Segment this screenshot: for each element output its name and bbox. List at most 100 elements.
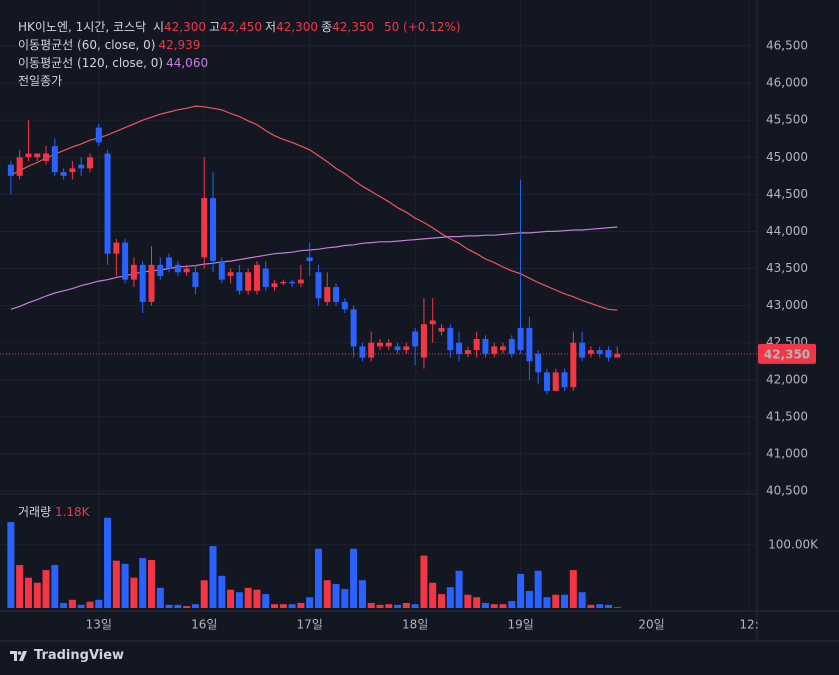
volume-bar xyxy=(613,607,621,608)
volume-title: 거래량 xyxy=(18,505,52,519)
y-tick-label: 42,000 xyxy=(766,372,808,386)
volume-last: 1.18K xyxy=(54,505,90,519)
brand-logo xyxy=(10,650,27,661)
ma-name: 이동평균선 (60, close, 0) xyxy=(18,38,156,52)
candle-body xyxy=(16,157,23,176)
volume-bar xyxy=(139,558,147,608)
candle-body xyxy=(139,264,146,302)
readout-label: 고 xyxy=(208,20,221,34)
volume-bar xyxy=(411,604,419,608)
candle-body xyxy=(289,281,296,284)
volume-bar xyxy=(358,580,366,608)
x-tick-label: 18일 xyxy=(402,618,428,632)
candle-body xyxy=(394,346,401,351)
volume-bar xyxy=(376,604,384,608)
x-tick-label: 12: xyxy=(739,618,758,632)
volume-bar xyxy=(587,604,595,608)
ma-row: 이동평균선 (60, close, 0) 42,939 xyxy=(18,36,464,54)
candle-body xyxy=(69,168,76,173)
volume-bar xyxy=(235,592,243,608)
volume-bar xyxy=(517,573,525,608)
volume-bar xyxy=(244,587,252,608)
ma-value: 44,060 xyxy=(166,56,209,70)
candle-body xyxy=(104,153,111,254)
candle-body xyxy=(605,350,612,358)
candle-body xyxy=(438,327,445,332)
readout-label: 시 xyxy=(152,20,164,34)
x-tick-label: 17일 xyxy=(297,618,323,632)
moving-average xyxy=(10,105,618,311)
volume-bar xyxy=(191,604,199,608)
candle-body xyxy=(614,353,621,358)
volume-bar xyxy=(218,575,226,608)
candle-body xyxy=(552,372,559,391)
volume-bar xyxy=(596,604,604,608)
prev-close-label: 전일종가 xyxy=(18,74,63,88)
readout-value: 42,300 xyxy=(276,20,319,34)
volume-bar xyxy=(7,522,15,608)
candle-body xyxy=(86,157,93,169)
candle-body xyxy=(130,264,137,280)
prev-close: 전일종가 xyxy=(18,72,464,90)
volume-bar xyxy=(77,604,85,608)
y-tick-label: 41,000 xyxy=(766,446,808,460)
candle-body xyxy=(376,342,383,347)
volume-bar xyxy=(341,589,349,608)
volume-bar xyxy=(314,548,322,608)
candle-body xyxy=(25,153,32,158)
ohlc-row: HK이노엔, 1시간, 코스닥 시42,300 고42,450 저42,300 종42… xyxy=(18,18,464,36)
volume-bar xyxy=(156,587,164,608)
candle-body xyxy=(34,153,41,158)
y-tick-label: 45,500 xyxy=(766,113,808,127)
y-tick-label: 40,500 xyxy=(766,484,808,498)
volume-bar xyxy=(464,594,472,608)
volume-bar xyxy=(473,597,481,608)
volume-bar xyxy=(534,570,542,608)
candle-body xyxy=(420,324,427,358)
candle-body xyxy=(350,309,357,347)
volume-bar xyxy=(271,604,279,608)
volume-bar xyxy=(227,589,235,608)
volume-bar xyxy=(578,592,586,608)
candle-body xyxy=(174,264,181,273)
candle-body xyxy=(315,272,322,299)
candle-body xyxy=(535,353,542,373)
volume-bar xyxy=(481,602,489,608)
brand: TradingView xyxy=(10,648,124,663)
candle-body xyxy=(429,320,436,325)
candle-body xyxy=(245,272,252,291)
volume-bar xyxy=(525,590,533,608)
candle-body xyxy=(570,342,577,388)
volume-bar xyxy=(604,604,612,608)
candle-body xyxy=(324,287,331,302)
candle-body xyxy=(596,350,603,354)
volume-bar xyxy=(174,604,182,608)
volume-bar xyxy=(279,604,287,608)
volume-bar xyxy=(297,602,305,608)
candle-body xyxy=(253,264,260,291)
candle-body xyxy=(526,327,533,362)
readout-label: 종 xyxy=(321,20,333,34)
candle-body xyxy=(543,372,550,391)
candle-body xyxy=(201,198,208,258)
readout-label: 저 xyxy=(265,20,277,34)
candle-body xyxy=(122,242,129,280)
readout-value: 42,350 xyxy=(332,20,375,34)
volume-bar xyxy=(24,577,32,608)
readout-value: 42,300 xyxy=(163,20,206,34)
candle-body xyxy=(297,279,304,284)
volume-bar xyxy=(33,582,41,608)
volume-bar xyxy=(183,606,191,608)
brand-name: TradingView xyxy=(34,648,125,663)
candle-body xyxy=(192,272,199,288)
candle-body xyxy=(78,164,85,169)
candle-body xyxy=(227,272,234,276)
volume-bar xyxy=(332,584,340,608)
candle-body xyxy=(60,172,67,176)
last-price-label: 42,350 xyxy=(764,347,810,361)
candle-body xyxy=(157,264,164,276)
candle-body xyxy=(271,283,278,288)
candle-body xyxy=(500,346,507,351)
candle-body xyxy=(236,272,243,291)
